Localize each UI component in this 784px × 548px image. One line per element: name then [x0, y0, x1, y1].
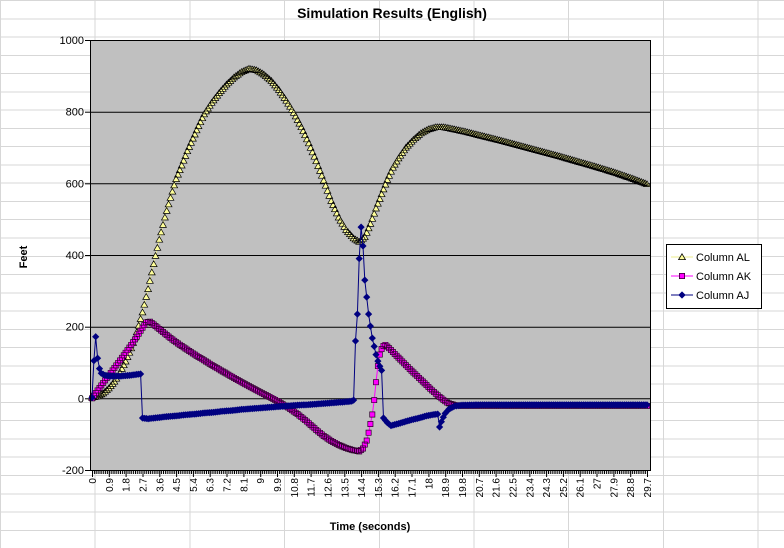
y-axis-title: Feet [18, 245, 30, 269]
svg-text:21.6: 21.6 [492, 478, 503, 498]
svg-text:9.9: 9.9 [273, 478, 284, 492]
svg-text:14.4: 14.4 [357, 478, 368, 498]
svg-text:13.5: 13.5 [340, 478, 351, 498]
svg-text:25.2: 25.2 [559, 478, 570, 498]
svg-text:10.8: 10.8 [290, 478, 301, 498]
x-axis-title: Time (seconds) [329, 521, 411, 533]
svg-text:24.3: 24.3 [542, 478, 553, 498]
x-axis-tick-labels: 0 0.9 1.8 2.7 3.6 4.5 5.4 6.3 7.2 8.1 9 9.9 10.8 11.7… [88, 478, 654, 498]
legend[interactable]: Column AL Column AK Column AJ [666, 244, 762, 309]
svg-text:12.6: 12.6 [324, 478, 335, 498]
diamond-icon [671, 291, 693, 299]
legend-item-column-al[interactable]: Column AL [671, 248, 759, 267]
svg-text:18: 18 [424, 478, 435, 490]
svg-text:800: 800 [66, 107, 84, 119]
svg-text:7.2: 7.2 [223, 478, 234, 492]
svg-text:600: 600 [66, 178, 84, 190]
svg-text:0: 0 [78, 393, 84, 405]
svg-text:11.7: 11.7 [307, 478, 318, 497]
svg-text:5.4: 5.4 [189, 478, 200, 492]
plot-border [90, 40, 651, 471]
svg-text:29.7: 29.7 [643, 478, 654, 498]
svg-text:6.3: 6.3 [206, 478, 217, 492]
svg-text:4.5: 4.5 [172, 478, 183, 492]
svg-text:27: 27 [593, 478, 604, 490]
svg-text:28.8: 28.8 [626, 478, 637, 498]
svg-text:1.8: 1.8 [122, 478, 133, 492]
svg-text:27.9: 27.9 [609, 478, 620, 498]
y-axis-tick-labels: -200 0 200 400 600 800 1000 [60, 35, 84, 477]
svg-text:200: 200 [66, 322, 84, 334]
svg-text:22.5: 22.5 [509, 478, 520, 498]
svg-text:20.7: 20.7 [475, 478, 486, 498]
legend-item-column-aj[interactable]: Column AJ [671, 286, 759, 305]
svg-text:18.9: 18.9 [441, 478, 452, 498]
square-icon [671, 273, 693, 279]
svg-text:400: 400 [66, 250, 84, 262]
series-column-aj [88, 223, 651, 431]
legend-item-column-ak[interactable]: Column AK [671, 267, 759, 286]
svg-text:19.8: 19.8 [458, 478, 469, 498]
x-tick-marks [92, 470, 648, 477]
legend-label: Column AK [696, 270, 752, 283]
svg-text:1000: 1000 [60, 35, 84, 47]
svg-text:26.1: 26.1 [576, 478, 587, 498]
triangle-icon [671, 253, 693, 260]
chart-title: Simulation Results (English) [297, 5, 487, 21]
svg-text:2.7: 2.7 [139, 478, 150, 492]
svg-text:15.3: 15.3 [374, 478, 385, 498]
svg-text:17.1: 17.1 [408, 478, 419, 498]
svg-text:0: 0 [88, 478, 99, 484]
svg-text:0.9: 0.9 [105, 478, 116, 492]
svg-text:-200: -200 [62, 465, 84, 477]
svg-text:8.1: 8.1 [239, 478, 250, 492]
svg-text:23.4: 23.4 [525, 478, 536, 498]
svg-text:16.2: 16.2 [391, 478, 402, 498]
svg-text:3.6: 3.6 [155, 478, 166, 492]
legend-label: Column AL [696, 251, 750, 264]
svg-text:9: 9 [256, 478, 267, 484]
legend-label: Column AJ [696, 289, 750, 302]
